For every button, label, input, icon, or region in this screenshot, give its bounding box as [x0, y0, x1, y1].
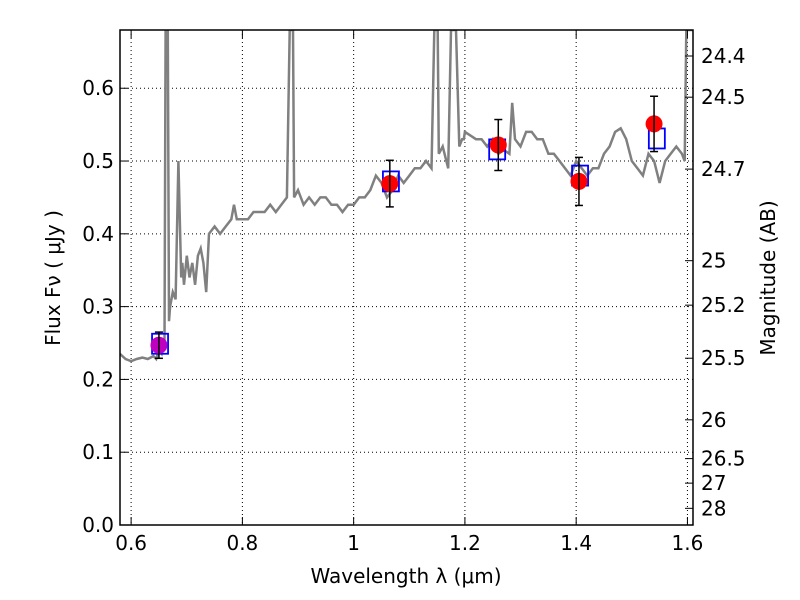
y-axis-label: Flux Fν ( μJy ) — [41, 210, 65, 346]
x-axis-label: Wavelength λ (μm) — [310, 564, 501, 588]
right-tick-label: 26 — [701, 408, 726, 432]
x-tick-label: 0.6 — [115, 531, 147, 555]
right-tick-label: 27 — [701, 471, 726, 495]
photometry-points — [150, 95, 666, 360]
right-axis-label: Magnitude (AB) — [756, 200, 780, 355]
x-tick-label: 1 — [347, 531, 360, 555]
y-tick-label: 0.6 — [82, 76, 114, 100]
x-tick-label: 1.4 — [560, 531, 592, 555]
x-tick-label: 1.2 — [449, 531, 481, 555]
right-tick-label: 28 — [701, 496, 726, 520]
plot-frame — [119, 29, 694, 526]
y-axis-ticks: 0.0 0.1 0.2 0.3 0.4 0.5 0.6 — [82, 76, 128, 537]
right-tick-label: 26.5 — [701, 447, 746, 471]
right-tick-label: 25 — [701, 249, 726, 273]
right-tick-label: 25.2 — [701, 293, 746, 317]
x-tick-label: 0.8 — [226, 531, 258, 555]
y-tick-label: 0.4 — [82, 222, 114, 246]
x-tick-label: 1.6 — [672, 531, 704, 555]
grid-lines — [120, 30, 693, 526]
right-tick-label: 24.7 — [701, 157, 746, 181]
right-tick-label: 24.4 — [701, 44, 746, 68]
y-tick-label: 0.2 — [82, 367, 114, 391]
y-tick-label: 0.3 — [82, 295, 114, 319]
right-tick-label: 25.5 — [701, 346, 746, 370]
right-tick-label: 24.5 — [701, 85, 746, 109]
x-axis-ticks: 0.6 0.8 1 1.2 1.4 1.6 — [115, 30, 703, 555]
y-tick-label: 0.0 — [82, 513, 114, 537]
y-tick-label: 0.5 — [82, 149, 114, 173]
y-tick-label: 0.1 — [82, 440, 114, 464]
model-spectrum-line — [120, 30, 693, 363]
